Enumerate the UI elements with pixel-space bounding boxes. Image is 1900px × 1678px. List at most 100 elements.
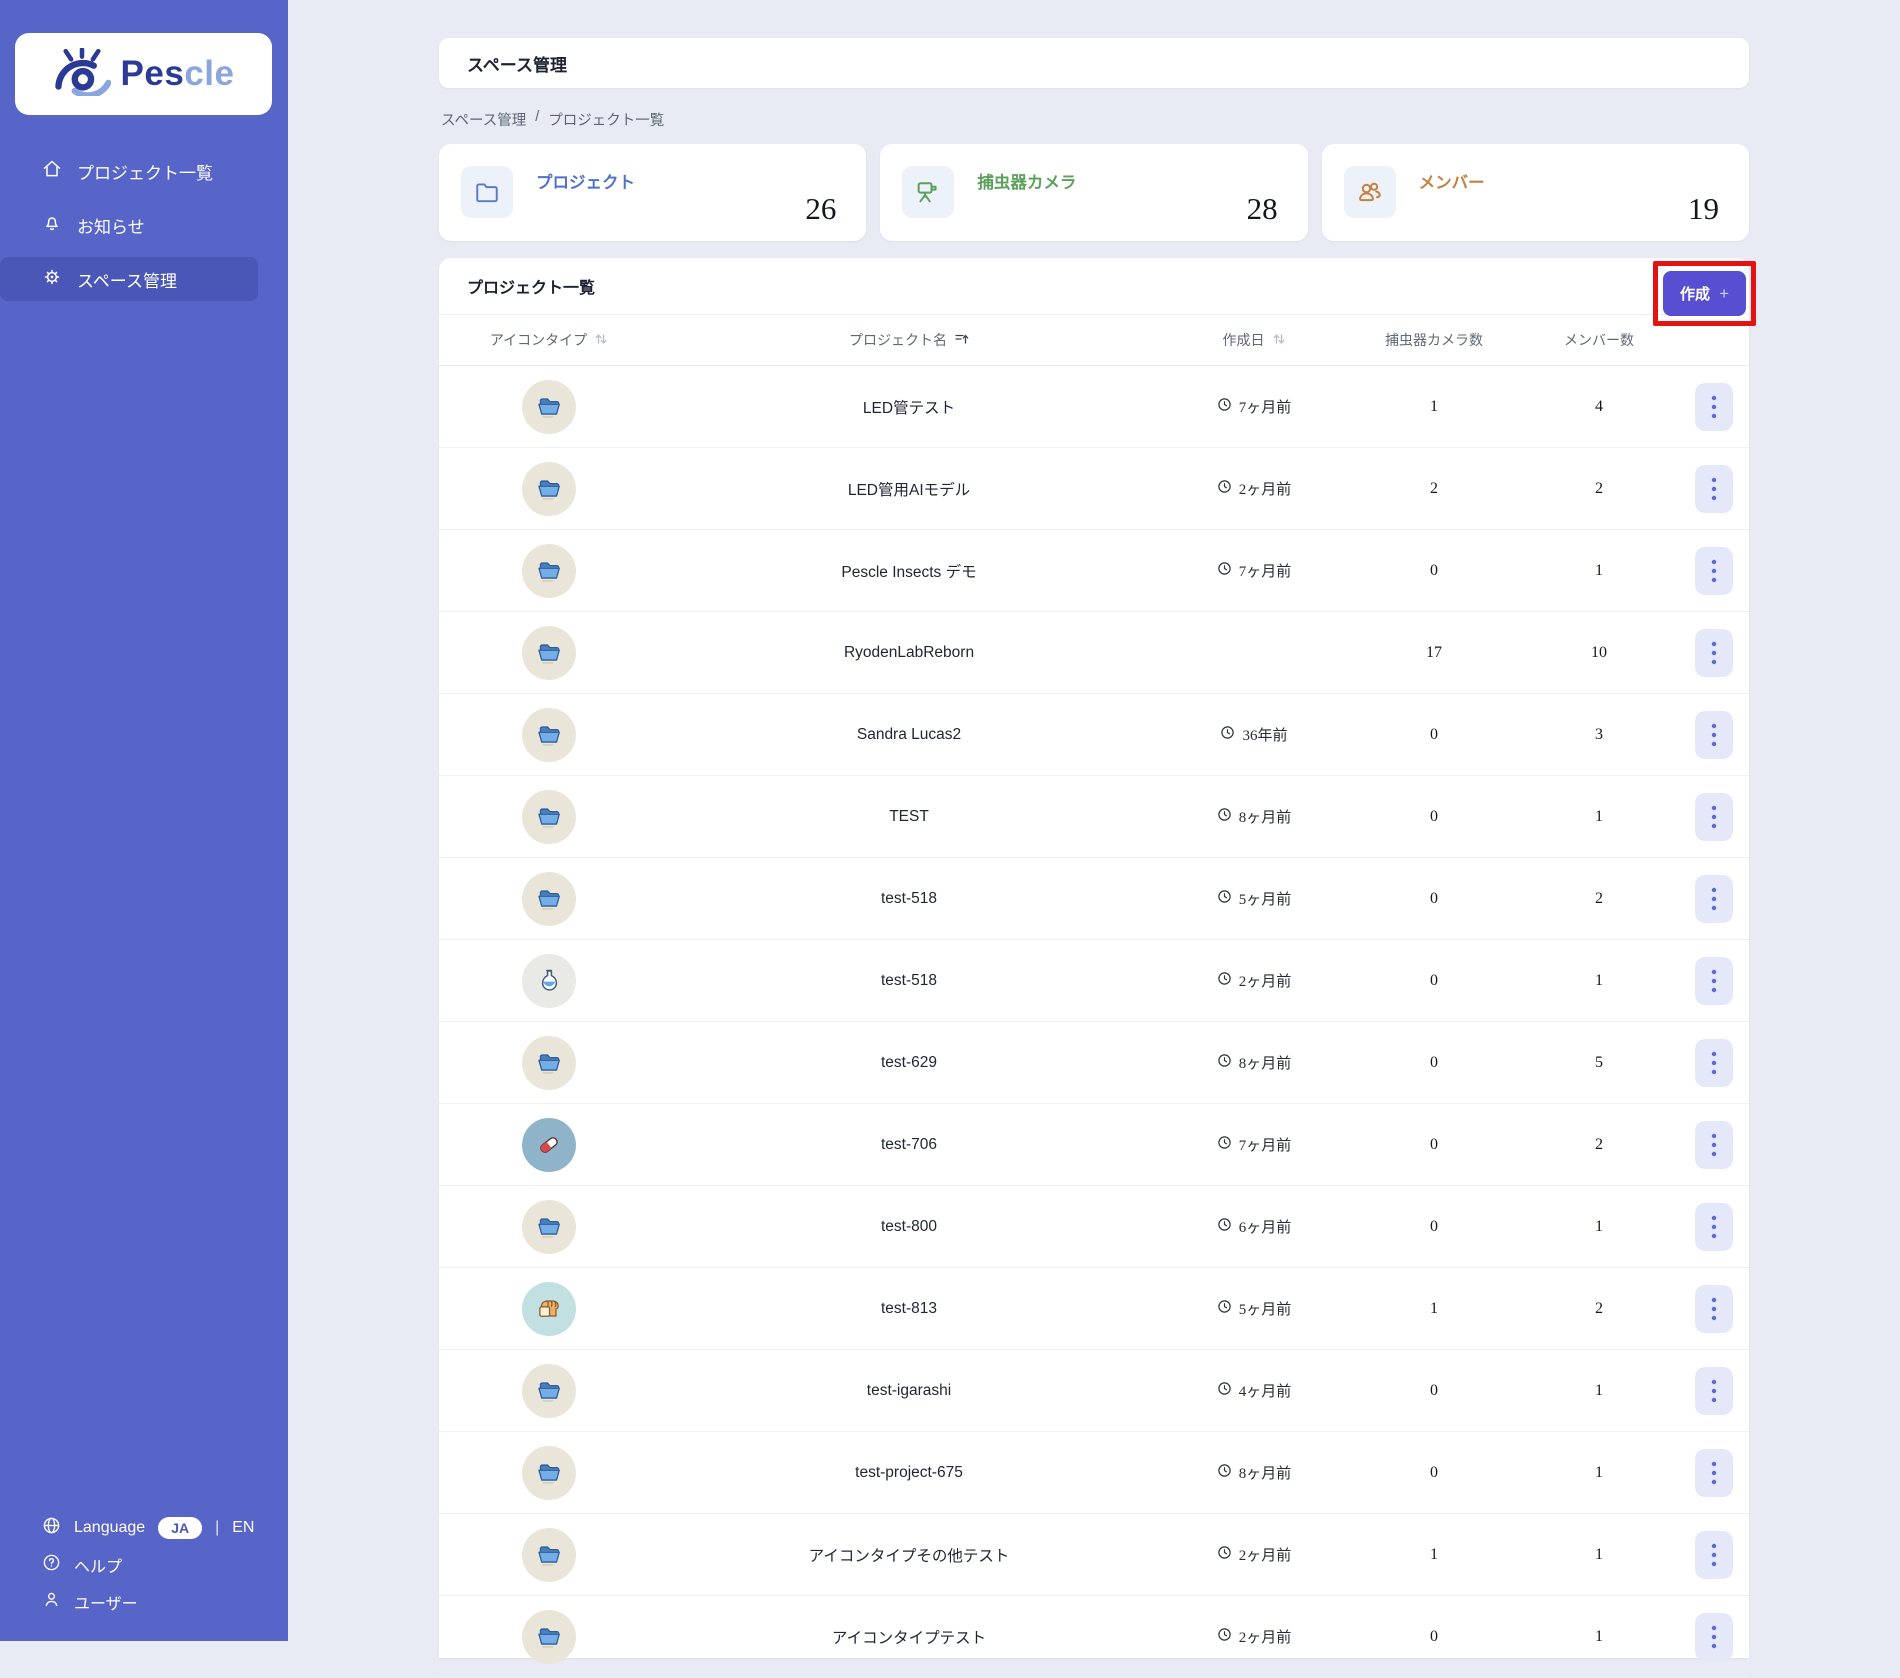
created-date: 2ヶ月前 [1159,478,1349,499]
table-row: LED管用AIモデル 2ヶ月前 2 2 [439,448,1749,530]
help-item[interactable]: ヘルプ [42,1550,278,1580]
member-count: 4 [1595,397,1603,415]
project-name[interactable]: test-629 [880,1053,937,1071]
stat-label: プロジェクト [536,174,635,192]
row-menu-button[interactable] [1695,546,1733,595]
camera-count: 0 [1430,725,1438,743]
project-name[interactable]: test-813 [880,1299,937,1317]
project-name[interactable]: LED管テスト [862,399,956,417]
project-name[interactable]: アイコンタイプその他テスト [808,1547,1010,1565]
project-name[interactable]: アイコンタイプテスト [831,1629,987,1647]
camera-count: 0 [1430,971,1438,989]
created-date: 7ヶ月前 [1159,560,1349,581]
stat-label: メンバー [1418,174,1485,192]
camera-count: 0 [1430,1053,1438,1071]
row-menu-button[interactable] [1695,382,1733,431]
column-project-name[interactable]: プロジェクト名 [659,330,1159,350]
sidebar-item-projects[interactable]: プロジェクト一覧 [0,149,258,193]
trap-camera-icon [902,166,955,218]
stat-value: 19 [1687,191,1719,226]
project-name[interactable]: LED管用AIモデル [847,481,971,499]
sidebar-item-space-management[interactable]: スペース管理 [0,257,258,301]
project-name[interactable]: test-518 [880,889,937,907]
pill-icon [522,1117,576,1172]
row-menu-button[interactable] [1695,710,1733,759]
project-name[interactable]: RyodenLabReborn [843,643,975,661]
column-camera-count: 捕虫器カメラ数 [1385,332,1483,348]
row-menu-button[interactable] [1695,1120,1733,1169]
sidebar-nav: プロジェクト一覧 お知らせ スペース管理 [0,149,288,301]
row-menu-button[interactable] [1695,464,1733,513]
folder-open-icon [522,1445,576,1500]
created-date: 2ヶ月前 [1159,1626,1349,1647]
sidebar-item-label: お知らせ [77,217,145,237]
clock-icon [1217,1135,1232,1155]
row-menu-button[interactable] [1695,874,1733,923]
lang-ja-button[interactable]: JA [158,1517,203,1539]
sidebar-item-notices[interactable]: お知らせ [0,203,258,247]
project-name[interactable]: test-igarashi [866,1381,952,1399]
lang-en-button[interactable]: EN [232,1519,255,1536]
table-title: プロジェクト一覧 [467,280,596,297]
camera-count: 0 [1430,1381,1438,1399]
stat-label: 捕虫器カメラ [977,174,1077,192]
table-row: test-igarashi 4ヶ月前 0 1 [439,1350,1749,1432]
breadcrumb-space-management[interactable]: スペース管理 [441,113,527,129]
clock-icon [1217,1545,1232,1565]
row-menu-button[interactable] [1695,1038,1733,1087]
pescle-logo[interactable]: Pescle [15,33,272,115]
project-name[interactable]: test-706 [880,1135,937,1153]
row-menu-button[interactable] [1695,1530,1733,1579]
row-menu-button[interactable] [1695,1202,1733,1251]
clock-icon [1220,725,1235,745]
row-menu-button[interactable] [1695,628,1733,677]
project-name[interactable]: Sandra Lucas2 [856,725,962,743]
project-name[interactable]: test-project-675 [855,1463,963,1481]
clock-icon [1217,561,1232,581]
language-row: Language JA | EN [42,1513,278,1543]
created-date: 8ヶ月前 [1159,1462,1349,1483]
folder-open-icon [522,379,576,434]
member-count: 1 [1595,807,1603,825]
folder-open-icon [522,625,576,680]
row-menu-button[interactable] [1695,1366,1733,1415]
column-icon-type[interactable]: アイコンタイプ [439,330,659,350]
folder-open-icon [522,707,576,762]
member-count: 2 [1595,1299,1603,1317]
row-menu-button[interactable] [1695,1284,1733,1333]
member-count: 5 [1595,1053,1603,1071]
row-menu-button[interactable] [1695,792,1733,841]
project-name[interactable]: Pescle Insects デモ [841,563,977,581]
clock-icon [1217,1053,1232,1073]
project-name[interactable]: TEST [889,807,929,825]
camera-count: 0 [1430,807,1438,825]
clock-icon [1217,1217,1232,1237]
folder-open-icon [522,543,576,598]
created-date: 2ヶ月前 [1159,970,1349,991]
clock-icon [1217,971,1232,991]
row-menu-button[interactable] [1695,1612,1733,1661]
project-list-card: プロジェクト一覧 作成 + アイコンタイプ プロ [439,258,1756,1678]
breadcrumb-separator: / [535,109,540,125]
project-name[interactable]: test-518 [880,971,937,989]
sidebar-item-label: スペース管理 [77,271,177,291]
table-row: アイコンタイプテスト 2ヶ月前 0 1 [439,1596,1749,1678]
bell-icon [42,213,62,238]
stat-card-projects: プロジェクト 26 [439,144,867,241]
column-created-date[interactable]: 作成日 [1159,330,1349,350]
camera-count: 0 [1430,1463,1438,1481]
project-name[interactable]: test-800 [880,1217,937,1235]
member-count: 3 [1595,725,1603,743]
user-item[interactable]: ユーザー [42,1587,278,1617]
pescle-eye-icon [53,46,111,101]
row-menu-button[interactable] [1695,1448,1733,1497]
member-count: 2 [1595,479,1603,497]
row-menu-button[interactable] [1695,956,1733,1005]
stat-value: 26 [805,191,837,226]
camera-count: 1 [1430,397,1438,415]
breadcrumb: スペース管理 / プロジェクト一覧 [441,109,1749,130]
create-button[interactable]: 作成 + [1663,271,1746,316]
table-column-headers: アイコンタイプ プロジェクト名 作成 [439,315,1749,366]
created-date: 2ヶ月前 [1159,1544,1349,1565]
created-date: 36年前 [1159,724,1349,745]
